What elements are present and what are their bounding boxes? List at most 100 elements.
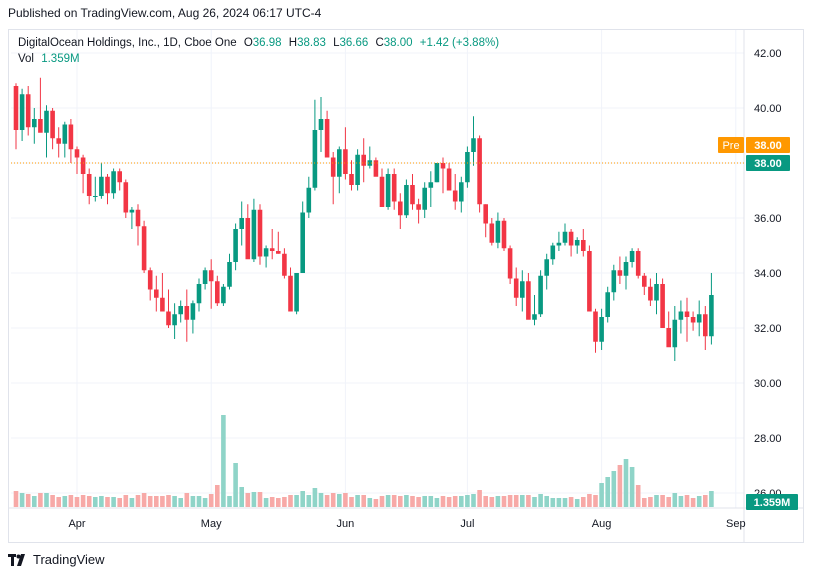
y-tick-label: 42.00	[754, 48, 782, 60]
candle-body	[196, 284, 202, 304]
candle-body	[526, 281, 531, 320]
candle-body	[221, 286, 226, 304]
volume-bar	[343, 493, 348, 507]
candle-body	[379, 176, 385, 207]
volume-bar	[501, 496, 507, 507]
volume-bar	[294, 495, 299, 507]
candle-body	[257, 209, 263, 257]
price-chart[interactable]: 42.00 40.00 38.00 36.00 34.00 32.00 30.00 28.00…	[9, 30, 803, 542]
close-value: 38.00	[383, 37, 413, 49]
volume-bar	[562, 498, 568, 507]
volume-bar	[215, 485, 220, 507]
volume-bar	[471, 494, 476, 507]
chart-frame[interactable]: 42.00 40.00 38.00 36.00 34.00 32.00 30.00 28.00…	[8, 29, 804, 543]
volume-bar	[74, 497, 80, 507]
volume-bar	[166, 495, 171, 507]
volume-bar	[507, 495, 513, 507]
candle-body	[507, 248, 513, 279]
candle-body	[635, 251, 641, 276]
candle-body	[599, 317, 604, 342]
high-value: 38.83	[297, 37, 326, 49]
volume-bar	[459, 496, 464, 507]
candle-body	[422, 187, 427, 210]
volume-bar	[642, 498, 647, 507]
volume-bar	[556, 498, 562, 507]
volume-bar	[574, 499, 580, 507]
volume-bar	[135, 495, 141, 507]
candle-body	[178, 306, 183, 315]
candle-body	[550, 245, 556, 260]
candle-body	[111, 171, 116, 194]
volume-bar	[404, 495, 409, 507]
candle-body	[93, 196, 98, 197]
candle-body	[166, 311, 171, 326]
candle-body	[294, 273, 299, 312]
volume-bar	[391, 495, 397, 507]
volume-bar	[99, 496, 104, 507]
y-tick-label: 32.00	[754, 323, 782, 335]
candle-body	[50, 110, 55, 139]
candle-body	[532, 314, 537, 320]
volume-bar	[13, 491, 19, 507]
footer-brand[interactable]: TradingView	[8, 552, 105, 567]
candle-body	[147, 270, 153, 290]
candle-body	[172, 314, 177, 326]
volume-bar	[446, 497, 452, 507]
open-label: O	[243, 37, 253, 49]
candle-body	[160, 297, 165, 312]
volume-bar	[68, 495, 74, 507]
candle-body	[233, 229, 238, 262]
volume-bar	[306, 495, 312, 507]
volume-bar	[629, 467, 635, 507]
volume-bar	[398, 496, 403, 507]
volume-bar	[38, 493, 43, 507]
candle-body	[398, 201, 403, 216]
volume-bar	[672, 493, 678, 507]
candle-body	[428, 182, 434, 188]
candle-body	[343, 149, 348, 174]
x-tick-label: Jul	[460, 518, 474, 530]
chart-legend: DigitalOcean Holdings, Inc., 1D, Cboe On…	[18, 35, 499, 67]
volume-bar	[324, 495, 330, 507]
candle-body	[568, 231, 574, 246]
pre-badge	[718, 137, 744, 153]
candle-body	[44, 110, 49, 133]
volume-bar	[513, 495, 519, 507]
volume-bar	[367, 498, 373, 507]
candle-body	[306, 187, 312, 213]
candle-body	[696, 314, 702, 323]
last-price-label: 38.00	[754, 158, 782, 170]
volume-bar	[477, 490, 482, 507]
volume-bar	[227, 496, 232, 507]
open-value: 36.98	[252, 37, 282, 49]
volume-bar	[19, 493, 25, 507]
candle-body	[68, 124, 74, 150]
volume-bar	[56, 497, 61, 507]
volume-bar	[568, 497, 574, 507]
candle-body	[62, 124, 68, 144]
volume-bar	[190, 496, 196, 507]
candle-body	[32, 119, 37, 128]
volume-bar	[654, 495, 659, 507]
candle-body	[202, 270, 208, 284]
volume-bar	[532, 497, 537, 507]
candle-body	[483, 204, 488, 224]
volume-bar	[276, 498, 281, 507]
last-price-badge	[746, 155, 790, 171]
volume-bar	[245, 493, 251, 507]
published-header: Published on TradingView.com, Aug 26, 20…	[8, 6, 322, 20]
volume-bar	[452, 496, 458, 507]
volume-bar	[50, 495, 55, 507]
volume-bar	[147, 496, 153, 507]
volume-bar	[538, 494, 543, 507]
volume-bar	[495, 496, 501, 507]
candle-body	[465, 152, 470, 183]
volume-bar	[599, 483, 604, 507]
candle-body	[129, 209, 135, 213]
volume-bar	[154, 496, 159, 507]
candle-body	[446, 168, 452, 191]
candle-body	[373, 160, 379, 177]
candle-body	[391, 174, 397, 202]
candle-body	[19, 94, 25, 130]
volume-bar	[62, 496, 68, 507]
